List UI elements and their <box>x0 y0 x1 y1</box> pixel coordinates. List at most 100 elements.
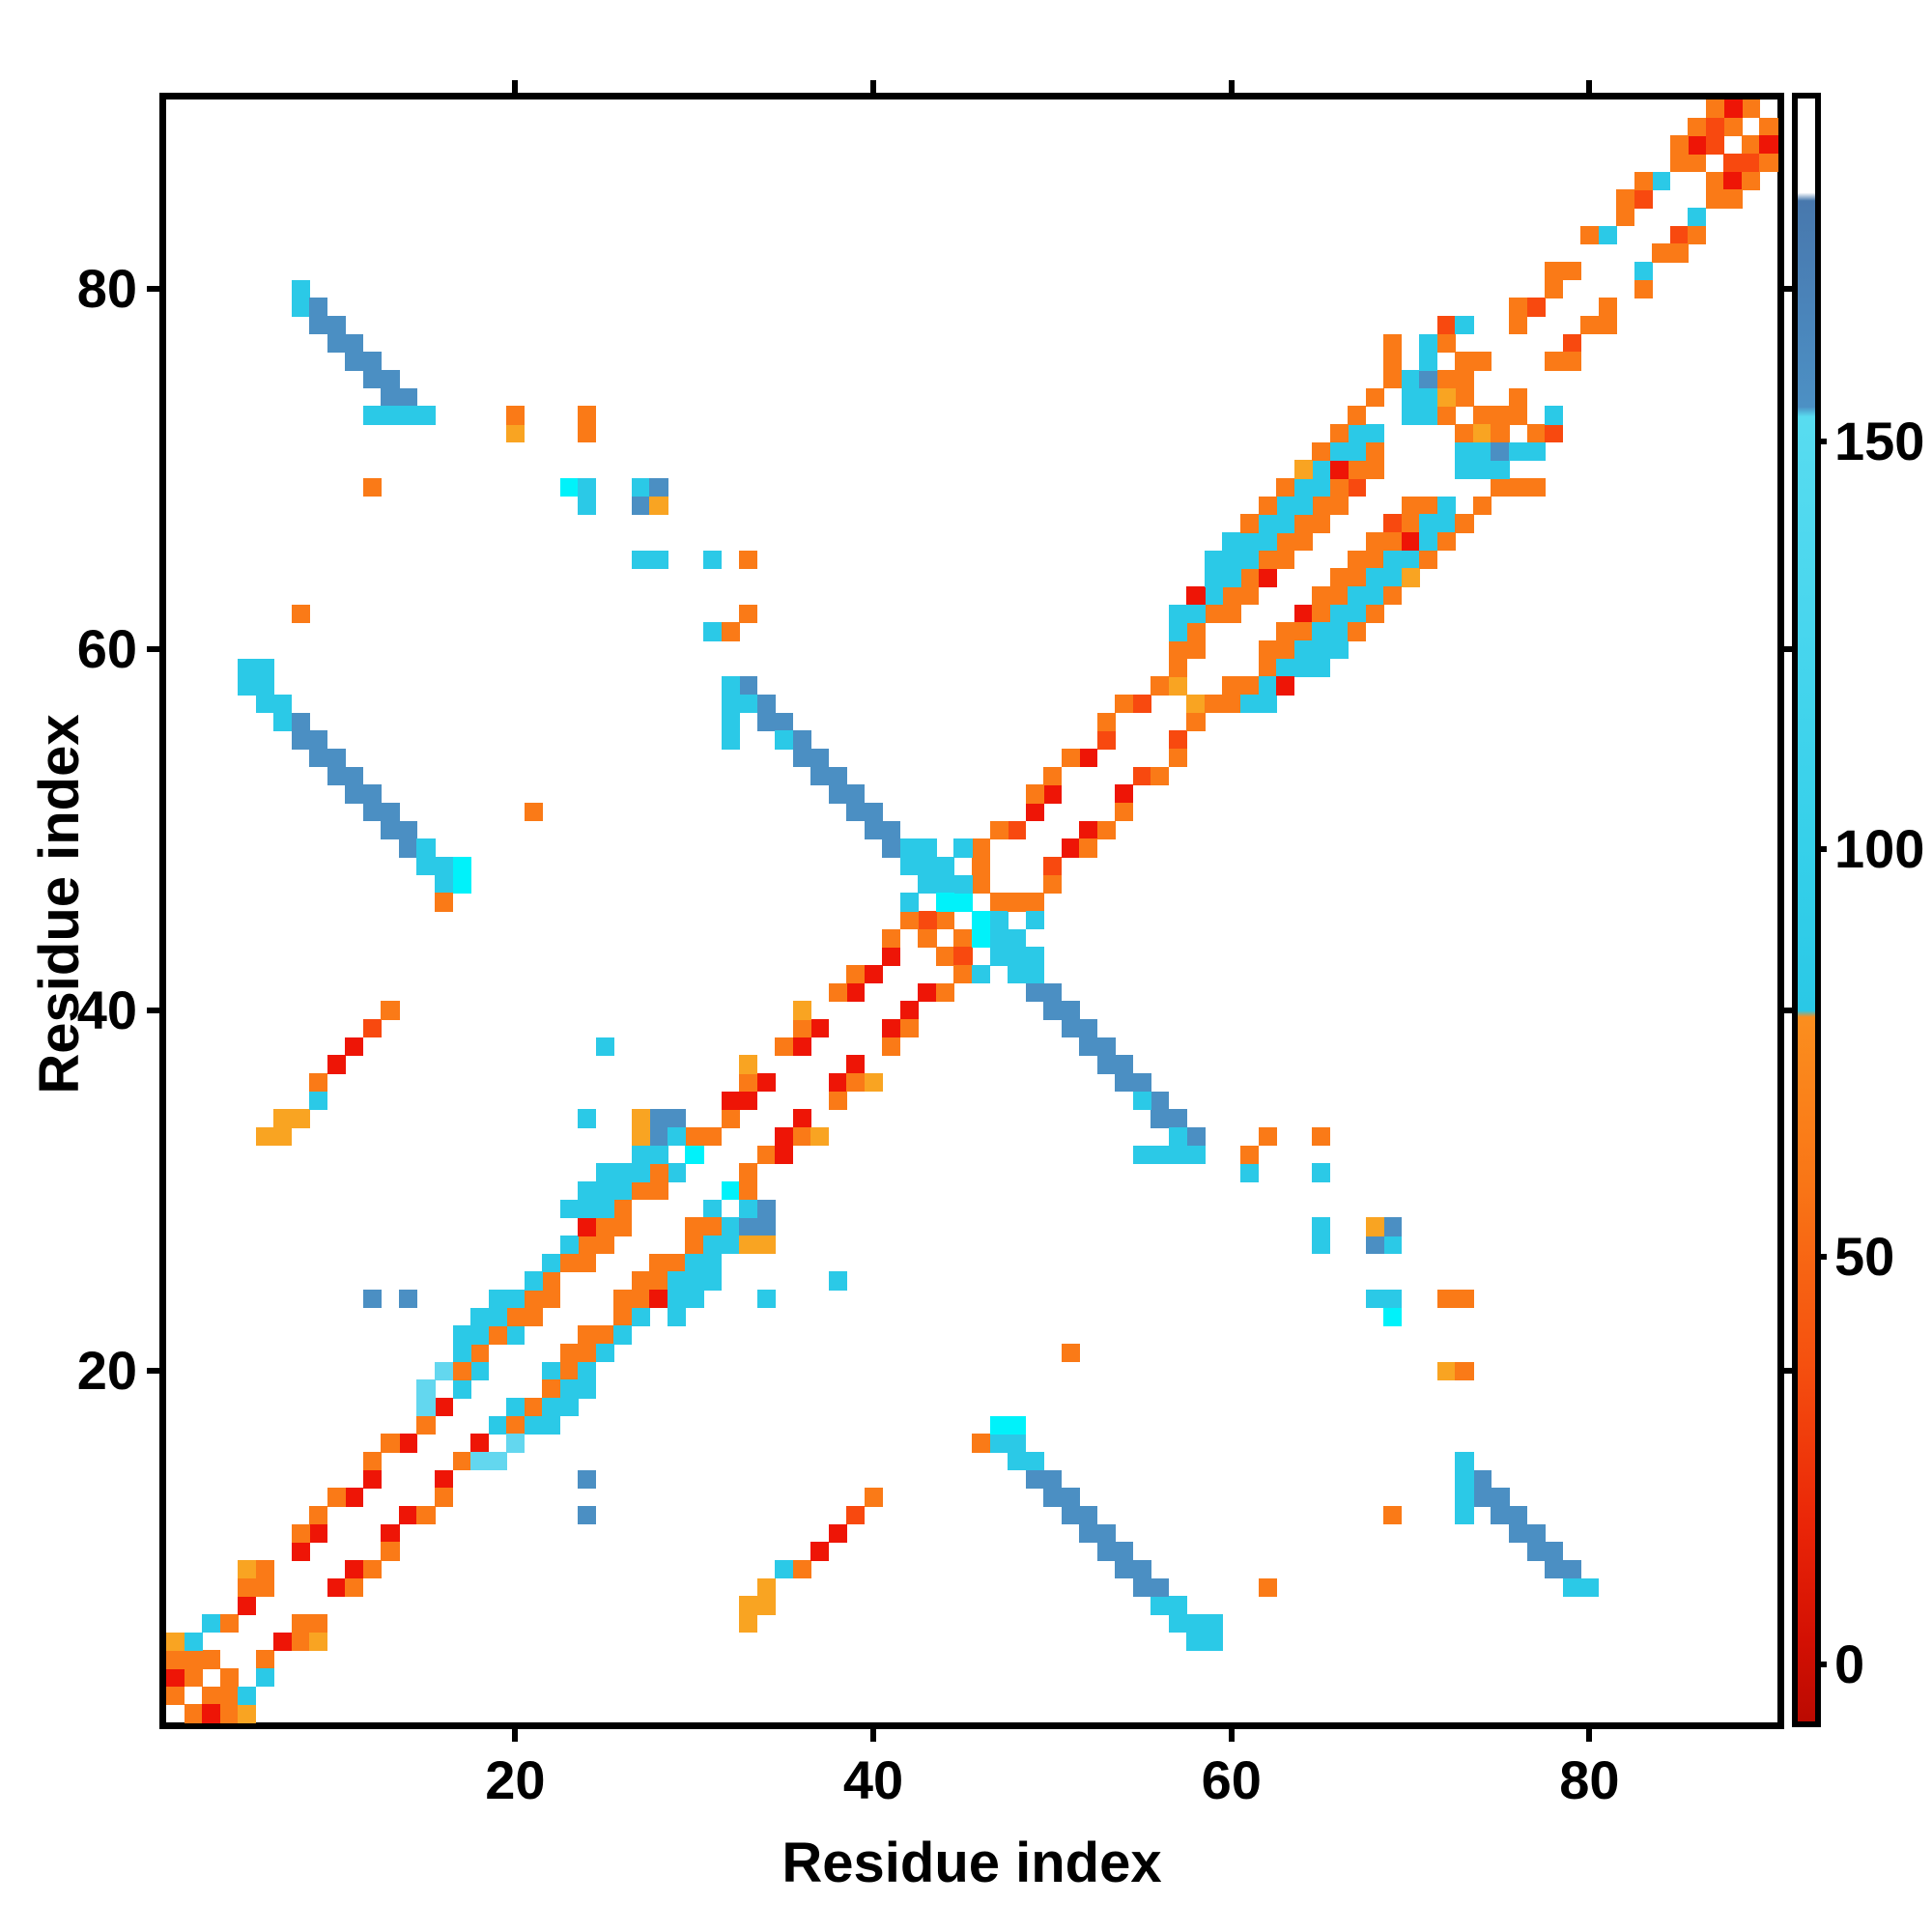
heatmap-cell <box>291 1614 310 1634</box>
heatmap-cell <box>1240 532 1260 552</box>
heatmap-cell <box>238 658 257 677</box>
heatmap-cell <box>721 695 740 714</box>
heatmap-cell <box>1598 298 1617 317</box>
heatmap-cell <box>291 1109 310 1128</box>
heatmap-cell <box>578 424 597 443</box>
heatmap-cell <box>756 1145 776 1164</box>
heatmap-cell <box>238 1704 257 1723</box>
heatmap-cell <box>918 857 937 876</box>
heatmap-cell <box>470 1452 490 1471</box>
heatmap-cell <box>739 1091 758 1110</box>
tick-mark <box>870 1729 877 1742</box>
heatmap-cell <box>1312 1163 1331 1182</box>
heatmap-cell <box>1509 441 1528 461</box>
heatmap-cell <box>1383 1506 1403 1525</box>
heatmap-cell <box>918 838 937 858</box>
heatmap-cell <box>1329 604 1349 623</box>
heatmap-cell <box>1383 550 1403 569</box>
tick-mark <box>1586 80 1593 93</box>
heatmap-cell <box>1293 496 1313 515</box>
heatmap-cell <box>309 749 328 768</box>
heatmap-cell <box>470 1434 490 1453</box>
heatmap-cell <box>756 1596 776 1615</box>
y-axis-title: Residue index <box>28 714 91 1094</box>
heatmap-cell <box>381 387 400 407</box>
heatmap-cell <box>184 1668 203 1688</box>
heatmap-cell <box>631 1181 650 1201</box>
heatmap-cell <box>1240 695 1260 714</box>
heatmap-cell <box>613 1181 633 1201</box>
heatmap-cell <box>1545 262 1564 281</box>
heatmap-cell <box>1276 640 1295 660</box>
heatmap-cell <box>309 1506 328 1525</box>
heatmap-cell <box>381 1542 400 1561</box>
heatmap-cell <box>1151 1596 1170 1615</box>
heatmap-cell <box>899 857 919 876</box>
heatmap-cell <box>1312 586 1331 606</box>
heatmap-cell <box>1616 208 1635 227</box>
heatmap-cell <box>989 1415 1009 1435</box>
heatmap-cell <box>362 803 382 822</box>
heatmap-cell <box>1741 171 1761 190</box>
heatmap-cell <box>1240 550 1260 569</box>
heatmap-cell <box>1132 1560 1151 1579</box>
heatmap-cell <box>524 803 543 822</box>
heatmap-cell <box>1419 333 1438 353</box>
heatmap-cell <box>219 1668 239 1688</box>
heatmap-cell <box>1329 568 1349 587</box>
heatmap-cell <box>1562 1560 1581 1579</box>
heatmap-cell <box>238 1560 257 1579</box>
heatmap-cell <box>488 1415 507 1435</box>
heatmap-cell <box>1025 965 1044 984</box>
heatmap-cell <box>1258 532 1277 552</box>
heatmap-cell <box>1329 640 1349 660</box>
heatmap-cell <box>882 820 901 839</box>
heatmap-cell <box>345 784 364 804</box>
heatmap-cell <box>1276 532 1295 552</box>
heatmap-cell <box>559 1361 579 1380</box>
heatmap-cell <box>864 803 883 822</box>
heatmap-cell <box>291 604 310 623</box>
heatmap-cell <box>1741 154 1761 173</box>
heatmap-cell <box>1186 604 1206 623</box>
heatmap-cell <box>1455 1452 1474 1471</box>
heatmap-cell <box>255 1560 274 1579</box>
heatmap-cell <box>846 1073 866 1093</box>
heatmap-cell <box>1168 622 1187 641</box>
heatmap-cell <box>1491 460 1510 479</box>
heatmap-cell <box>739 1596 758 1615</box>
heatmap-cell <box>739 676 758 696</box>
heatmap-cell <box>578 1217 597 1236</box>
heatmap-cell <box>345 333 364 353</box>
heatmap-cell <box>1008 965 1027 984</box>
heatmap-cell <box>1043 857 1063 876</box>
heatmap-cell <box>918 874 937 894</box>
heatmap-cell <box>1472 352 1492 371</box>
heatmap-cell <box>613 1307 633 1326</box>
heatmap-cell <box>1043 1469 1063 1489</box>
heatmap-cell <box>381 803 400 822</box>
heatmap-cell <box>613 1290 633 1309</box>
heatmap-cell <box>381 820 400 839</box>
heatmap-cell <box>1472 1488 1492 1507</box>
heatmap-cell <box>1545 424 1564 443</box>
heatmap-cell <box>1688 225 1707 244</box>
heatmap-cell <box>184 1650 203 1669</box>
heatmap-cell <box>1258 695 1277 714</box>
heatmap-cell <box>542 1290 561 1309</box>
heatmap-cell <box>595 1163 614 1182</box>
heatmap-cell <box>166 1668 185 1688</box>
heatmap-cell <box>1383 333 1403 353</box>
heatmap-cell <box>1365 604 1384 623</box>
heatmap-cell <box>1365 387 1384 407</box>
heatmap-cell <box>613 1217 633 1236</box>
heatmap-cell <box>972 1434 991 1453</box>
heatmap-cell <box>1365 532 1384 552</box>
heatmap-cell <box>1258 640 1277 660</box>
heatmap-cell <box>327 1488 346 1507</box>
heatmap-cell <box>1079 820 1098 839</box>
heatmap-cell <box>166 1650 185 1669</box>
heatmap-cell <box>345 352 364 371</box>
heatmap-cell <box>238 1686 257 1705</box>
heatmap-cell <box>1312 1217 1331 1236</box>
